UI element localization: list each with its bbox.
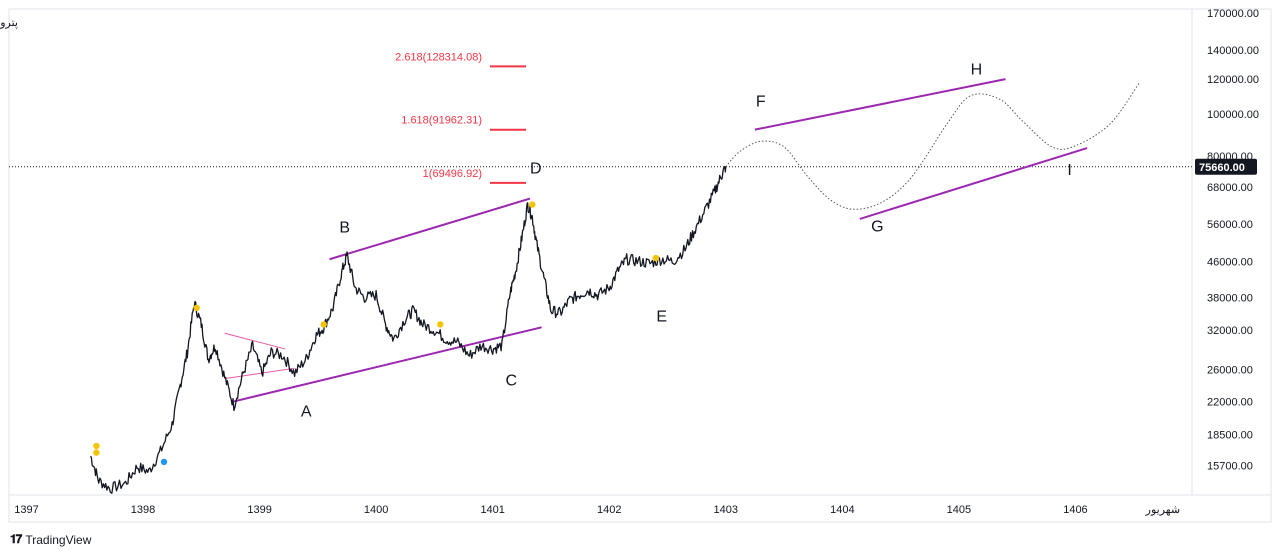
event-marker[interactable] bbox=[160, 458, 168, 466]
wave-label-a: A bbox=[301, 404, 312, 421]
x-tick-label: 1401 bbox=[480, 504, 504, 516]
y-tick-label: 22000.00 bbox=[1207, 396, 1253, 408]
x-tick-label: 1403 bbox=[714, 504, 738, 516]
y-tick-label: 140000.00 bbox=[1207, 45, 1259, 57]
y-tick-label: 68000.00 bbox=[1207, 182, 1253, 194]
y-tick-label: 38000.00 bbox=[1207, 293, 1253, 305]
wave-label-i: I bbox=[1067, 162, 1071, 179]
trend-channels bbox=[233, 78, 1088, 403]
fib-level-label: 1(69496.92) bbox=[423, 168, 482, 180]
x-tick-label: 1399 bbox=[247, 504, 271, 516]
event-marker[interactable] bbox=[437, 321, 444, 328]
channel-line bbox=[329, 197, 531, 261]
tradingview-brand[interactable]: 𝟏𝟕 TradingView bbox=[10, 532, 91, 547]
price-series bbox=[90, 165, 727, 494]
y-tick-label: 170000.00 bbox=[1207, 8, 1259, 20]
last-price-label: 75660.00 bbox=[1199, 162, 1245, 174]
event-marker[interactable] bbox=[93, 442, 100, 450]
triangle-line bbox=[224, 367, 295, 380]
projection-path bbox=[725, 82, 1141, 210]
y-tick-label: 56000.00 bbox=[1207, 219, 1253, 231]
wave-label-f: F bbox=[756, 93, 766, 110]
event-marker[interactable] bbox=[93, 449, 100, 456]
event-marker[interactable] bbox=[652, 254, 660, 262]
wave-label-g: G bbox=[871, 219, 883, 236]
last-price-line: 75660.00 bbox=[9, 158, 1257, 175]
x-tick-label: 1406 bbox=[1063, 504, 1087, 516]
wave-label-h: H bbox=[971, 61, 983, 78]
x-tick-label: 1400 bbox=[364, 504, 388, 516]
event-marker[interactable] bbox=[193, 304, 200, 312]
y-tick-label: 26000.00 bbox=[1207, 365, 1253, 377]
event-marker[interactable] bbox=[529, 201, 536, 208]
x-tick-label: شهریور bbox=[1145, 504, 1180, 516]
wave-label-e: E bbox=[656, 309, 667, 326]
price-axis[interactable]: 170000.00140000.00120000.00100000.008000… bbox=[1207, 8, 1259, 472]
event-marker[interactable] bbox=[320, 321, 327, 328]
x-tick-label: 1398 bbox=[131, 504, 155, 516]
y-tick-label: 100000.00 bbox=[1207, 109, 1259, 121]
triangle-line bbox=[224, 332, 286, 350]
event-markers bbox=[93, 201, 660, 466]
y-tick-label: 18500.00 bbox=[1207, 429, 1253, 441]
y-tick-label: 15700.00 bbox=[1207, 460, 1253, 472]
projection-curve bbox=[725, 82, 1141, 210]
symbol-title: پتروشیمی خارک, 1D, بورس bbox=[0, 17, 18, 29]
wave-labels: A B C D E F G H I bbox=[301, 61, 1072, 420]
channel-line bbox=[233, 326, 542, 403]
x-tick-label: 1397 bbox=[14, 504, 38, 516]
fib-extension-levels: 2.618(128314.08) 1.618(91962.31) 1(69496.9… bbox=[395, 51, 526, 184]
fib-level-label: 2.618(128314.08) bbox=[395, 51, 482, 63]
price-line bbox=[90, 165, 727, 494]
wave-label-b: B bbox=[339, 220, 350, 237]
triangle-pattern bbox=[224, 332, 295, 380]
time-axis[interactable]: 1397 1398 1399 1400 1401 1402 1403 1404 1405 1406… bbox=[14, 504, 1180, 516]
wave-label-d: D bbox=[530, 161, 542, 178]
brand-name: TradingView bbox=[25, 532, 92, 547]
x-tick-label: 1402 bbox=[597, 504, 621, 516]
y-tick-label: 120000.00 bbox=[1207, 74, 1259, 86]
y-tick-label: 32000.00 bbox=[1207, 325, 1253, 337]
tradingview-logo-icon: 𝟏𝟕 bbox=[10, 532, 22, 546]
last-price-badge bbox=[1195, 158, 1257, 175]
x-tick-label: 1405 bbox=[947, 504, 971, 516]
wave-label-c: C bbox=[506, 373, 518, 390]
channel-line bbox=[859, 147, 1088, 220]
y-tick-label: 46000.00 bbox=[1207, 256, 1253, 268]
chart-frame bbox=[8, 8, 1272, 523]
fib-level-label: 1.618(91962.31) bbox=[401, 115, 482, 127]
x-tick-label: 1404 bbox=[830, 504, 854, 516]
channel-line bbox=[754, 78, 1006, 131]
